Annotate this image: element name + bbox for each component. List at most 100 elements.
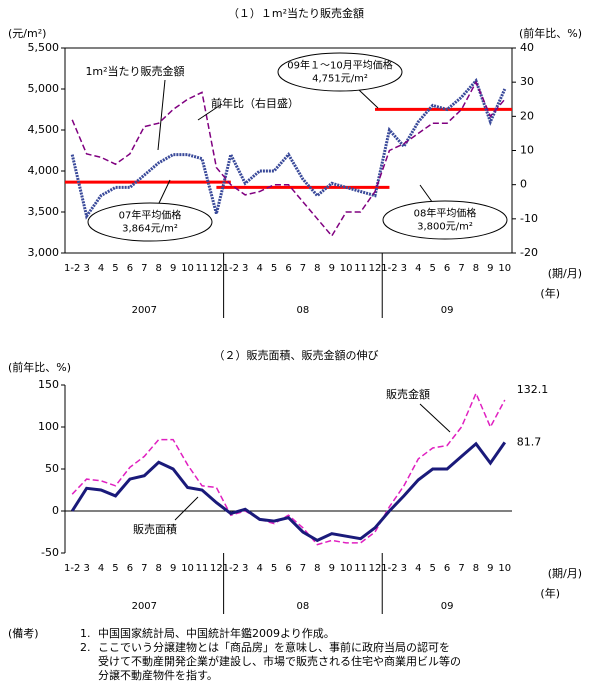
x-tick-label: 11 [196,563,209,574]
note-text: 中国国家統計局、中国統計年鑑2009より作成。 [98,626,335,640]
x-tick-label: 8 [314,563,320,574]
x-axis-sublabel: (年) [540,586,560,600]
note-number: 1. [80,627,91,640]
x-tick-label: 7 [141,563,147,574]
x-tick-label: 9 [170,563,176,574]
note-text: 受けて不動産開発企業が建設し、市場で販売される住宅や商業用ビル等の [98,654,461,668]
x-tick-label: 4 [256,563,262,574]
x-tick-label: 1-2 [64,563,80,574]
x-tick-label: 3 [83,263,89,274]
y2-tick-label: -20 [520,246,538,259]
x-tick-label: 8 [156,563,162,574]
x-tick-label: 11 [354,563,367,574]
x-tick-label: 8 [473,263,479,274]
notes-heading: (備考) [8,627,39,640]
callout-text: 3,864元/m² [122,224,178,235]
series-line [70,441,507,543]
x-tick-label: 10 [340,563,353,574]
callout-text: 09年１～10月平均価格 [287,59,392,72]
x-tick-label: 1-2 [381,263,397,274]
y-tick-label: 0 [52,504,59,517]
y-tick-label: 5,500 [28,41,60,54]
y2-axis-label: (前年比、%) [519,26,582,40]
y-tick-label: 3,000 [28,246,60,259]
y-tick-label: 3,500 [28,205,60,218]
y-tick-label: 50 [45,462,59,475]
y-axis-label: (元/m²) [8,27,46,40]
series-name: 1m²当たり販売金額 [85,64,184,78]
x-tick-label: 9 [329,263,335,274]
y2-tick-label: 0 [520,178,527,191]
x-tick-label: 8 [314,263,320,274]
note-text: 分譲不動産物件を指す。 [98,668,218,682]
callout-text: 07年平均価格 [119,209,182,222]
x-tick-label: 7 [141,263,147,274]
x-axis-label: (期/月) [548,267,582,280]
x-tick-label: 6 [127,563,133,574]
note-number: 2. [80,641,91,654]
name-arrow [174,496,199,521]
note-text: ここでいう分譲建物とは「商品房」を意味し、事前に政府当局の認可を [98,640,450,654]
callout-text: 08年平均価格 [414,207,477,220]
chart-title: （２）販売面積、販売金額の伸び [214,348,379,362]
year-label: 2007 [132,601,157,612]
x-tick-label: 12 [369,263,382,274]
x-tick-label: 5 [430,563,436,574]
chart-title: （１）１m²当たり販売金額 [228,6,364,20]
x-tick-label: 10 [498,563,511,574]
x-tick-label: 4 [98,263,104,274]
x-tick-label: 5 [430,263,436,274]
x-tick-label: 6 [444,263,450,274]
x-tick-label: 4 [98,563,104,574]
x-tick-label: 6 [444,563,450,574]
year-label: 08 [297,601,310,612]
x-tick-label: 4 [415,563,421,574]
x-tick-label: 11 [354,263,367,274]
x-tick-label: 12 [210,263,223,274]
x-tick-label: 10 [181,263,194,274]
series-name: 前年比（右目盛） [211,96,299,110]
x-tick-label: 12 [369,563,382,574]
name-arrow [157,79,166,151]
y2-tick-label: 40 [520,41,534,54]
callout-text: 3,800元/m² [417,222,473,233]
series-name: 販売面積 [133,522,177,536]
y-tick-label: 100 [38,420,59,433]
x-tick-label: 12 [210,563,223,574]
x-axis-sublabel: (年) [540,286,560,300]
x-tick-label: 5 [112,263,118,274]
x-axis-label: (期/月) [548,567,582,580]
y-tick-label: 4,500 [28,123,60,136]
x-tick-label: 6 [285,263,291,274]
x-tick-label: 7 [300,263,306,274]
y-tick-label: 5,000 [28,82,60,95]
y2-tick-label: 20 [520,109,534,122]
x-tick-label: 3 [401,263,407,274]
x-tick-label: 5 [271,263,277,274]
callout-text: 4,751元/m² [312,74,368,85]
callout [87,202,213,242]
year-label: 09 [441,305,454,316]
x-tick-label: 3 [242,263,248,274]
year-label: 2007 [132,305,157,316]
y-tick-label: -50 [41,546,59,559]
callout [277,52,403,92]
end-label: 132.1 [517,383,549,396]
y-axis-label: (前年比、%) [8,360,71,374]
end-label: 81.7 [517,435,542,448]
series-line [71,80,506,238]
x-tick-label: 8 [156,263,162,274]
x-tick-label: 7 [300,563,306,574]
x-tick-label: 7 [458,263,464,274]
y2-tick-label: 10 [520,144,534,157]
x-tick-label: 3 [83,563,89,574]
x-tick-label: 10 [498,263,511,274]
x-tick-label: 9 [329,563,335,574]
x-tick-label: 1-2 [64,263,80,274]
x-tick-label: 3 [401,563,407,574]
x-tick-label: 6 [285,563,291,574]
x-tick-label: 1-2 [223,263,239,274]
x-tick-label: 4 [256,263,262,274]
